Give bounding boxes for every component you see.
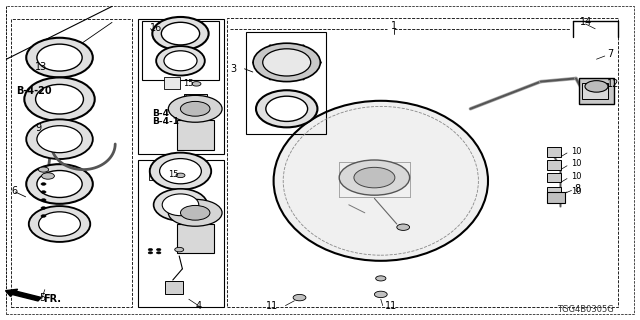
Bar [11,19,132,307]
Bar [138,19,224,154]
Circle shape [192,82,201,86]
Text: 10: 10 [572,147,582,156]
Text: 10: 10 [572,172,582,181]
Ellipse shape [152,17,209,50]
Text: 14: 14 [579,17,592,27]
Ellipse shape [164,51,197,71]
Ellipse shape [37,126,82,153]
Bar [547,173,561,182]
Circle shape [156,252,161,254]
Bar [138,160,224,307]
Bar [165,281,183,294]
Circle shape [41,183,46,185]
Text: 15: 15 [183,79,193,88]
Circle shape [148,252,152,254]
Ellipse shape [253,43,321,82]
Ellipse shape [26,119,93,159]
Ellipse shape [162,194,199,216]
Text: 12: 12 [607,79,619,89]
Ellipse shape [156,46,205,76]
Ellipse shape [38,212,81,236]
Text: 9: 9 [35,123,42,133]
Bar [164,77,180,89]
Bar [177,120,214,150]
Text: 16: 16 [150,23,163,33]
Ellipse shape [26,164,93,204]
Text: 15: 15 [168,170,179,179]
Text: 7: 7 [607,49,613,59]
Ellipse shape [263,49,311,76]
Circle shape [376,276,386,281]
Bar [547,160,561,170]
Circle shape [354,167,395,188]
Ellipse shape [159,159,202,184]
Circle shape [41,199,46,201]
Circle shape [180,205,210,220]
Ellipse shape [150,153,211,190]
Bar [227,18,618,307]
Ellipse shape [273,101,488,261]
Circle shape [148,249,152,251]
Bar [177,224,214,253]
Ellipse shape [37,44,82,71]
Bar [547,192,565,203]
Text: FR.: FR. [44,293,61,304]
Circle shape [41,207,46,209]
Ellipse shape [29,206,90,242]
Text: 3: 3 [230,64,237,74]
Circle shape [374,291,387,298]
Ellipse shape [256,90,317,127]
Circle shape [176,173,185,178]
Ellipse shape [24,77,95,121]
Bar [547,187,561,197]
Bar [148,168,165,180]
Text: 1: 1 [390,21,397,31]
Ellipse shape [161,22,200,45]
Bar [547,147,561,157]
Text: 11: 11 [385,301,397,311]
Text: 6: 6 [12,186,18,196]
Text: 11: 11 [266,301,278,311]
Text: 10: 10 [572,159,582,168]
Ellipse shape [36,84,83,114]
Circle shape [168,95,222,122]
Circle shape [156,249,161,251]
Ellipse shape [154,189,207,221]
Bar [142,21,219,80]
Circle shape [41,215,46,217]
Circle shape [397,224,410,230]
Text: 4: 4 [195,300,202,311]
Circle shape [585,81,608,92]
Text: TGG4B0305G: TGG4B0305G [557,305,614,314]
Circle shape [180,101,210,116]
Text: B-4: B-4 [152,109,170,118]
Circle shape [42,173,54,179]
Ellipse shape [26,38,93,77]
Circle shape [168,199,222,226]
Text: 5: 5 [40,293,46,303]
Text: 13: 13 [35,62,47,72]
Bar [184,94,207,102]
Bar [582,83,608,99]
Ellipse shape [266,96,308,121]
FancyArrow shape [6,289,42,301]
Ellipse shape [37,171,82,197]
Text: 8: 8 [575,184,581,195]
Bar [246,32,326,134]
Circle shape [293,294,306,301]
Circle shape [339,160,410,195]
Text: 10: 10 [572,187,582,196]
Bar [579,78,614,104]
Circle shape [175,247,184,252]
Text: B-4-20: B-4-20 [16,86,52,96]
Circle shape [41,191,46,193]
Text: B-4-1: B-4-1 [152,117,179,126]
Circle shape [38,167,49,172]
